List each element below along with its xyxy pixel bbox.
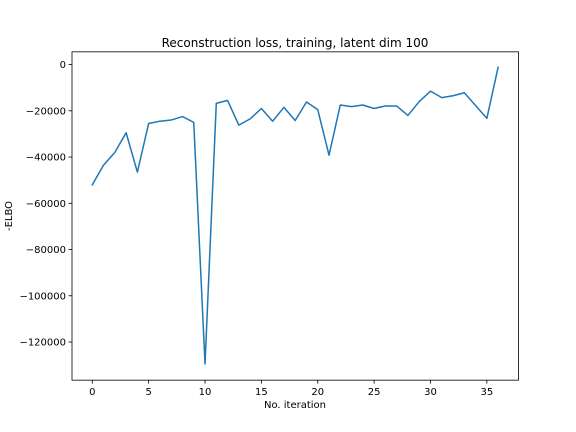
series-line-0: [91, 66, 500, 365]
y-tick-label: −100000: [19, 291, 66, 302]
x-tick-label: 20: [311, 387, 324, 398]
chart-title: Reconstruction loss, training, latent di…: [162, 36, 429, 50]
y-tick-label: −20000: [26, 106, 66, 117]
x-tick-label: 25: [368, 387, 381, 398]
y-axis: 0 −20000 −40000 −60000 −80000 −100000 −120000: [19, 60, 72, 349]
plot-frame: [71, 51, 519, 381]
x-axis-label: No. iteration: [264, 400, 326, 411]
x-tick-label: 35: [480, 387, 493, 398]
y-tick-label: −40000: [26, 153, 66, 164]
y-tick-label: 0: [60, 60, 66, 71]
x-tick-label: 30: [424, 387, 437, 398]
y-tick-label: −80000: [26, 245, 66, 256]
x-axis: 0 5 10 15 20 25 30 35: [89, 380, 493, 398]
y-axis-label: -ELBO: [4, 201, 15, 231]
x-tick-label: 15: [255, 387, 268, 398]
x-tick-label: 0: [89, 387, 95, 398]
plot-area: [71, 51, 519, 381]
x-tick-label: 10: [199, 387, 212, 398]
x-tick-label: 5: [145, 387, 151, 398]
y-tick-label: −60000: [26, 199, 66, 210]
y-tick-label: −120000: [19, 338, 66, 349]
